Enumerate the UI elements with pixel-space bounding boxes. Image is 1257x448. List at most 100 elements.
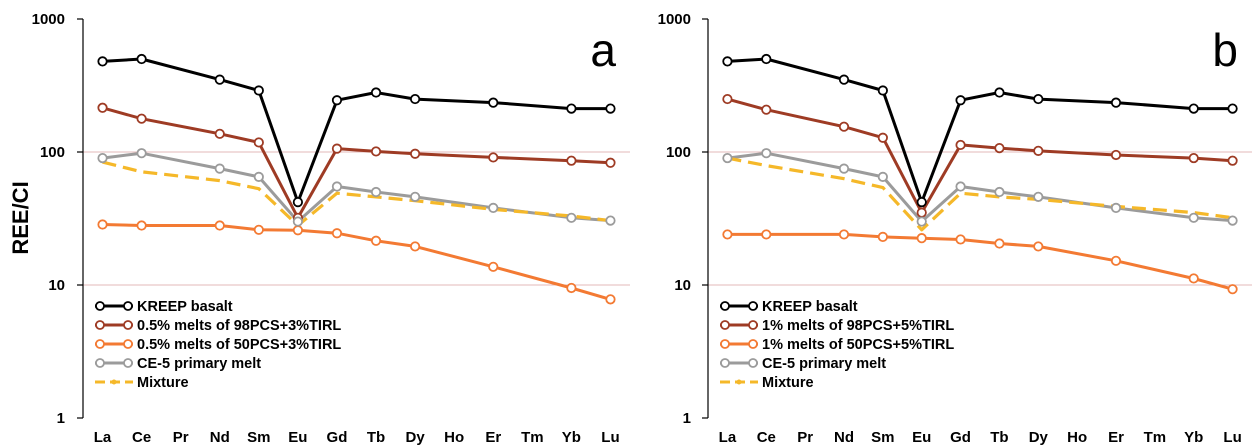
chart-panel-b: 1 10 100 1000 La Ce Pr Nd Sm Eu Gd Tb Dy Ho Er Tm Yb Lu b K… <box>658 11 1252 446</box>
x-tick-label: Ho <box>1067 429 1087 446</box>
x-tick-label: La <box>94 429 112 446</box>
legend-marker <box>96 359 104 367</box>
series-line-0 <box>103 59 611 202</box>
legend-label: Mixture <box>137 375 189 391</box>
x-tick-label: Ce <box>757 429 776 446</box>
x-tick-label: Tb <box>367 429 385 446</box>
data-point <box>1034 242 1042 250</box>
data-point <box>98 104 106 112</box>
data-point <box>567 104 575 112</box>
x-tick-label: Tm <box>1144 429 1167 446</box>
x-tick-label: Gd <box>950 429 971 446</box>
x-tick-label: Tb <box>990 429 1008 446</box>
data-point <box>1112 98 1120 106</box>
x-tick-label: Nd <box>210 429 230 446</box>
legend-marker <box>124 302 132 310</box>
data-point <box>333 182 341 190</box>
legend-label: 1% melts of 50PCS+5%TIRL <box>762 337 954 353</box>
data-point <box>411 193 419 201</box>
legend-label: 0.5% melts of 50PCS+3%TIRL <box>137 337 341 353</box>
data-point <box>372 237 380 245</box>
data-point <box>956 235 964 243</box>
x-tick-label: Ho <box>444 429 464 446</box>
data-point <box>294 217 302 225</box>
data-point <box>1034 147 1042 155</box>
data-point <box>1228 216 1236 224</box>
data-point <box>98 57 106 65</box>
legend-marker <box>124 359 132 367</box>
legend-marker <box>96 340 104 348</box>
data-point <box>1190 274 1198 282</box>
data-point <box>411 95 419 103</box>
data-point <box>956 182 964 190</box>
data-point <box>879 134 887 142</box>
data-point <box>879 86 887 94</box>
series-line-2 <box>727 234 1232 289</box>
y-tick-label: 10 <box>48 277 65 294</box>
x-tick-label: Gd <box>327 429 348 446</box>
x-tick-label: Lu <box>1223 429 1241 446</box>
legend-marker <box>749 359 757 367</box>
legend-marker <box>721 359 729 367</box>
data-point <box>723 57 731 65</box>
x-tick-label: Dy <box>1029 429 1049 446</box>
y-tick-label: 100 <box>40 144 65 161</box>
y-tick-label: 1 <box>57 410 65 427</box>
legend-label: 0.5% melts of 98PCS+3%TIRL <box>137 318 341 334</box>
data-point <box>1228 285 1236 293</box>
legend-marker <box>749 302 757 310</box>
data-point <box>723 154 731 162</box>
data-point <box>411 150 419 158</box>
data-point <box>294 198 302 206</box>
data-point <box>567 157 575 165</box>
data-point <box>606 295 614 303</box>
data-point <box>879 233 887 241</box>
y-tick-label: 1000 <box>658 11 691 28</box>
data-point <box>333 96 341 104</box>
data-point <box>1112 257 1120 265</box>
data-point <box>1034 95 1042 103</box>
data-point <box>1228 157 1236 165</box>
legend-marker <box>721 321 729 329</box>
data-point <box>840 230 848 238</box>
x-tick-label: Sm <box>871 429 894 446</box>
data-point <box>1190 214 1198 222</box>
data-point <box>918 198 926 206</box>
legend-marker <box>749 340 757 348</box>
data-point <box>489 204 497 212</box>
data-point <box>372 188 380 196</box>
data-point <box>918 217 926 225</box>
data-point <box>333 229 341 237</box>
y-tick-label: 1000 <box>32 11 65 28</box>
x-tick-label: Pr <box>173 429 189 446</box>
data-point <box>333 144 341 152</box>
series-line-4 <box>103 162 611 225</box>
x-tick-label: Yb <box>562 429 581 446</box>
data-point <box>723 230 731 238</box>
data-point <box>255 173 263 181</box>
data-point <box>372 88 380 96</box>
data-point <box>1190 104 1198 112</box>
data-point <box>723 95 731 103</box>
x-tick-label: Nd <box>834 429 854 446</box>
data-point <box>411 242 419 250</box>
data-point <box>1190 154 1198 162</box>
data-point <box>216 130 224 138</box>
data-point <box>567 284 575 292</box>
data-point <box>956 141 964 149</box>
data-point <box>372 147 380 155</box>
data-point <box>1112 204 1120 212</box>
data-point <box>762 230 770 238</box>
data-point <box>995 88 1003 96</box>
x-tick-label: La <box>719 429 737 446</box>
legend-label: KREEP basalt <box>137 299 233 315</box>
y-tick-label: 10 <box>674 277 691 294</box>
data-point <box>216 221 224 229</box>
series-line-1 <box>103 108 611 218</box>
data-point <box>98 154 106 162</box>
x-tick-label: Lu <box>601 429 619 446</box>
data-point <box>216 75 224 83</box>
legend-marker <box>721 340 729 348</box>
legend-marker <box>737 380 742 385</box>
data-point <box>255 86 263 94</box>
